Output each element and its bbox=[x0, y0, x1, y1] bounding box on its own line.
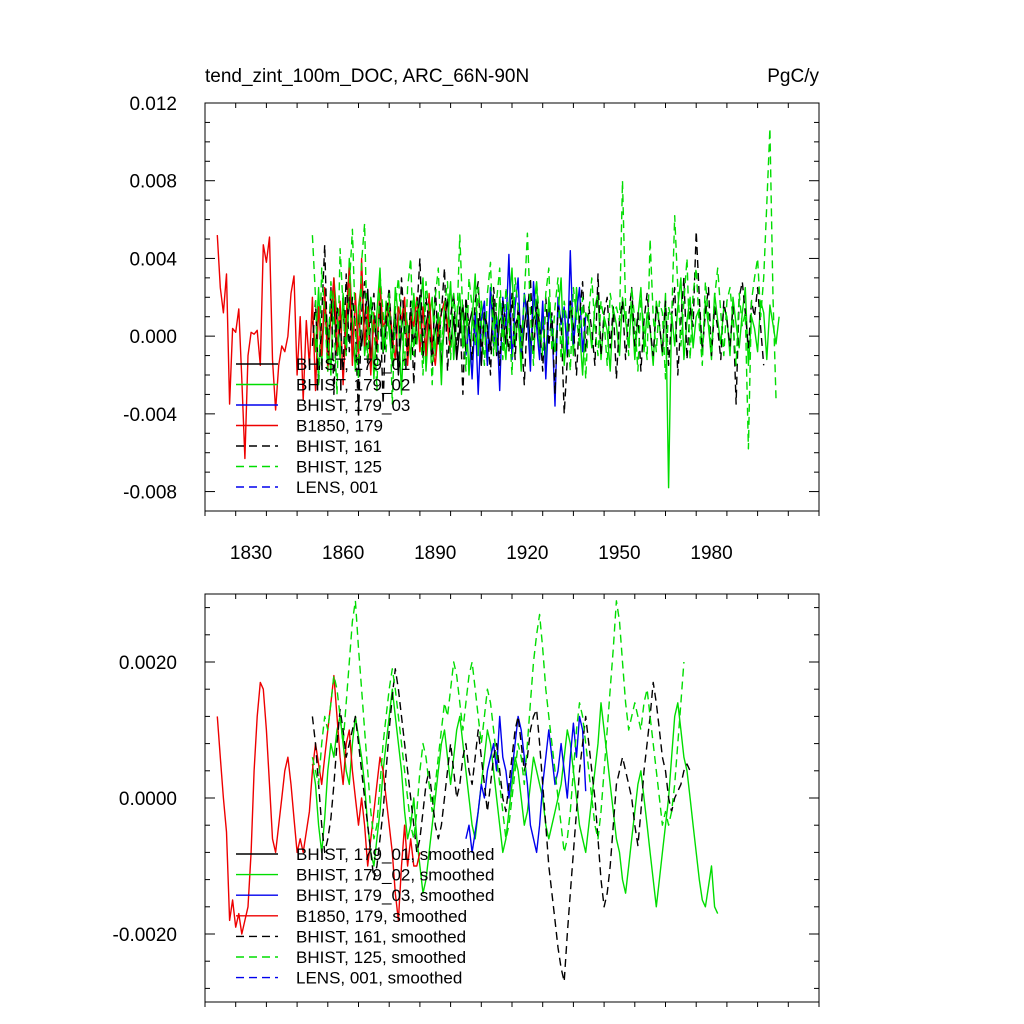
top-ticks: -0.008 -0.004 0.000 0.004 0.008 0.012 1830 1860… bbox=[123, 94, 820, 564]
legend-label: BHIST, 125 bbox=[296, 458, 382, 477]
bottom-legend: BHIST, 179_01, smoothed BHIST, 179_02, sm… bbox=[236, 845, 494, 988]
legend-label: BHIST, 179_03, smoothed bbox=[296, 886, 494, 905]
bottom-ticks: -0.0020 0.0000 0.0020 bbox=[113, 594, 820, 1007]
legend-label: BHIST, 179_03 bbox=[296, 396, 410, 415]
y-tick-label: 0.008 bbox=[129, 172, 177, 193]
legend-label: LENS, 001, smoothed bbox=[296, 969, 462, 988]
legend-label: BHIST, 179_02 bbox=[296, 376, 410, 395]
x-tick-label: 1920 bbox=[506, 543, 548, 564]
legend-label: BHIST, 179_01 bbox=[296, 355, 410, 374]
series-line-5 bbox=[311, 127, 777, 450]
x-tick-label: 1890 bbox=[414, 543, 456, 564]
legend-label: B1850, 179 bbox=[296, 417, 383, 436]
chart-title: tend_zint_100m_DOC, ARC_66N-90N bbox=[205, 66, 529, 87]
series-line-2 bbox=[465, 249, 587, 407]
top-series-lines bbox=[216, 127, 780, 489]
legend-label: BHIST, 161, smoothed bbox=[296, 927, 466, 946]
series-line-3 bbox=[216, 674, 421, 935]
top-plot-frame bbox=[204, 102, 820, 512]
x-tick-label: 1980 bbox=[690, 543, 732, 564]
y-tick-label: 0.0000 bbox=[119, 789, 177, 810]
legend-label: B1850, 179, smoothed bbox=[296, 907, 467, 926]
legend-label: LENS, 001 bbox=[296, 478, 378, 497]
y-tick-label: 0.0020 bbox=[119, 653, 177, 674]
series-line-1 bbox=[311, 688, 719, 914]
y-tick-label: -0.008 bbox=[123, 483, 177, 504]
series-line-5 bbox=[311, 600, 685, 854]
series-line-3 bbox=[216, 235, 452, 460]
bottom-panel: -0.0020 0.0000 0.0020 BHIST, 179_01, smoot… bbox=[113, 593, 820, 1007]
x-tick-label: 1860 bbox=[322, 543, 364, 564]
y-tick-label: 0.012 bbox=[129, 94, 177, 115]
y-tick-label: -0.004 bbox=[123, 405, 177, 426]
units-label: PgC/y bbox=[767, 66, 819, 87]
y-tick-label: 0.004 bbox=[129, 249, 177, 270]
top-panel: tend_zint_100m_DOC, ARC_66N-90N PgC/y -0… bbox=[123, 66, 820, 564]
legend-label: BHIST, 179_02, smoothed bbox=[296, 866, 494, 885]
x-tick-label: 1830 bbox=[230, 543, 272, 564]
legend-label: BHIST, 125, smoothed bbox=[296, 948, 466, 967]
bottom-series-lines bbox=[216, 600, 719, 983]
x-tick-label: 1950 bbox=[598, 543, 640, 564]
y-tick-label: -0.0020 bbox=[113, 925, 177, 946]
legend-label: BHIST, 179_01, smoothed bbox=[296, 845, 494, 864]
y-tick-label: 0.000 bbox=[129, 327, 177, 348]
series-line-4 bbox=[311, 668, 691, 983]
bottom-plot-frame bbox=[204, 593, 820, 1003]
legend-label: BHIST, 161 bbox=[296, 437, 382, 456]
